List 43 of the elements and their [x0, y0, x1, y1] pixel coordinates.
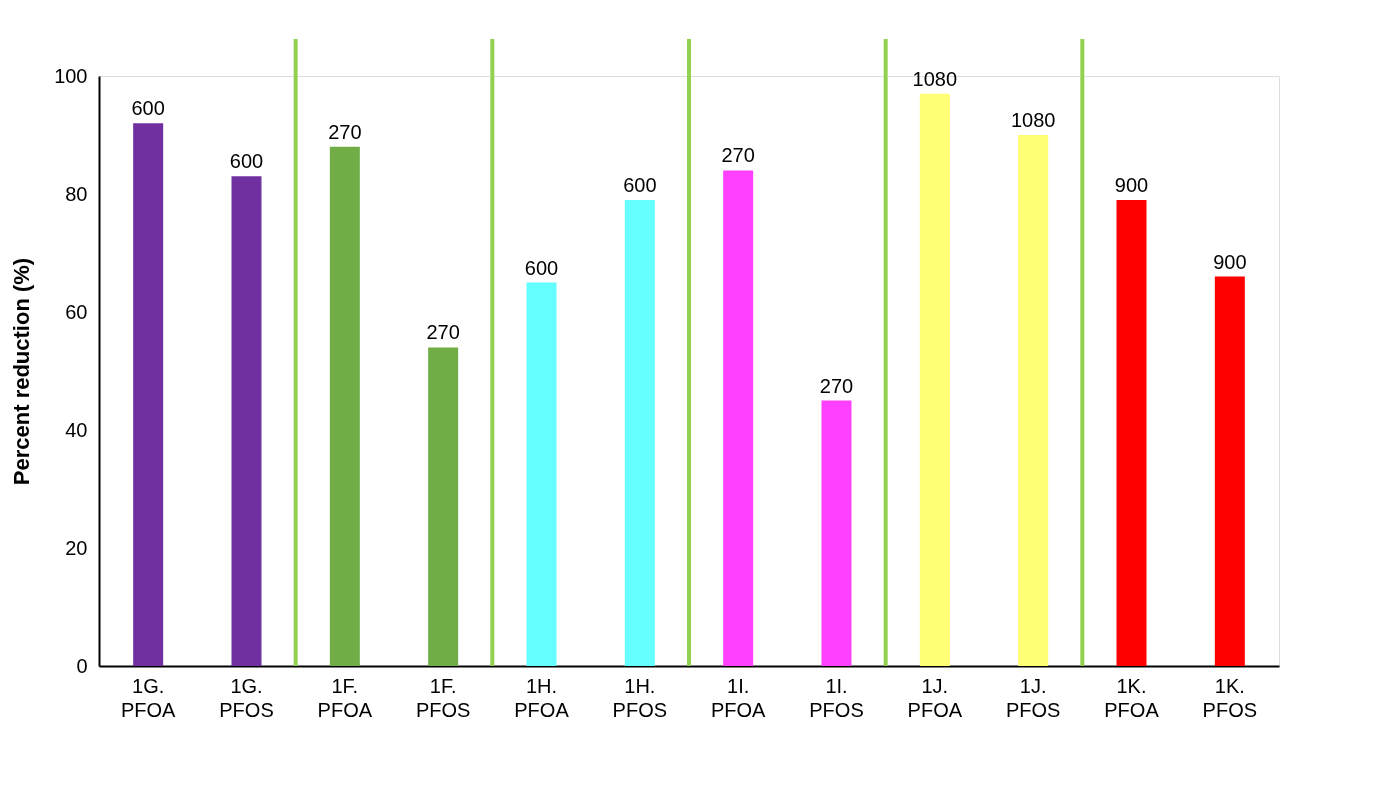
annotation: 270: [819, 374, 854, 397]
annotation: 900: [1114, 173, 1149, 196]
bar: [428, 347, 459, 666]
bar: [1214, 276, 1245, 666]
x-tick-label: 1G. PFOA: [120, 674, 177, 721]
y-axis-title: Percent reduction (%): [9, 257, 35, 486]
annotation: 900: [1213, 250, 1247, 273]
x-tick-label: 1J. PFOA: [907, 674, 963, 721]
bar: [526, 282, 557, 666]
bar: [1018, 135, 1049, 666]
bar: [133, 123, 164, 666]
annotation: 600: [131, 97, 165, 120]
bar: [624, 199, 655, 666]
annotation: 600: [229, 150, 264, 173]
annotation: 600: [524, 256, 559, 279]
annotation: 270: [328, 120, 362, 143]
y-tick-label: 80: [65, 182, 88, 205]
bar: [1116, 199, 1147, 666]
x-tick-label: 1H. PFOS: [612, 674, 668, 721]
x-tick-label: 1F. PFOS: [415, 674, 471, 721]
x-tick-label: 1H. PFOA: [514, 674, 570, 721]
y-tick-label: 100: [54, 64, 88, 87]
x-tick-label: 1K. PFOA: [1104, 674, 1160, 721]
y-tick-label: 0: [76, 654, 88, 677]
x-tick-label: 1K. PFOS: [1202, 674, 1258, 721]
x-tick-label: 1J. PFOS: [1005, 674, 1061, 721]
y-tick-label: 20: [65, 536, 88, 559]
bar: [919, 93, 950, 666]
annotation: 270: [426, 321, 460, 344]
y-tick-label: 40: [65, 418, 88, 441]
x-tick-label: 1I. PFOA: [710, 674, 767, 721]
x-tick-label: 1F. PFOA: [317, 674, 373, 721]
y-tick-label: 60: [65, 300, 88, 323]
bar: [821, 400, 852, 666]
annotation: 270: [721, 144, 755, 167]
bar: [231, 176, 262, 666]
bar: [723, 170, 754, 666]
annotation: 600: [623, 173, 657, 196]
x-tick-label: 1G. PFOS: [219, 674, 274, 721]
bar: [329, 146, 360, 666]
annotation: 1080: [912, 67, 958, 90]
x-tick-label: 1I. PFOS: [809, 674, 864, 721]
annotation: 1080: [1010, 109, 1056, 131]
